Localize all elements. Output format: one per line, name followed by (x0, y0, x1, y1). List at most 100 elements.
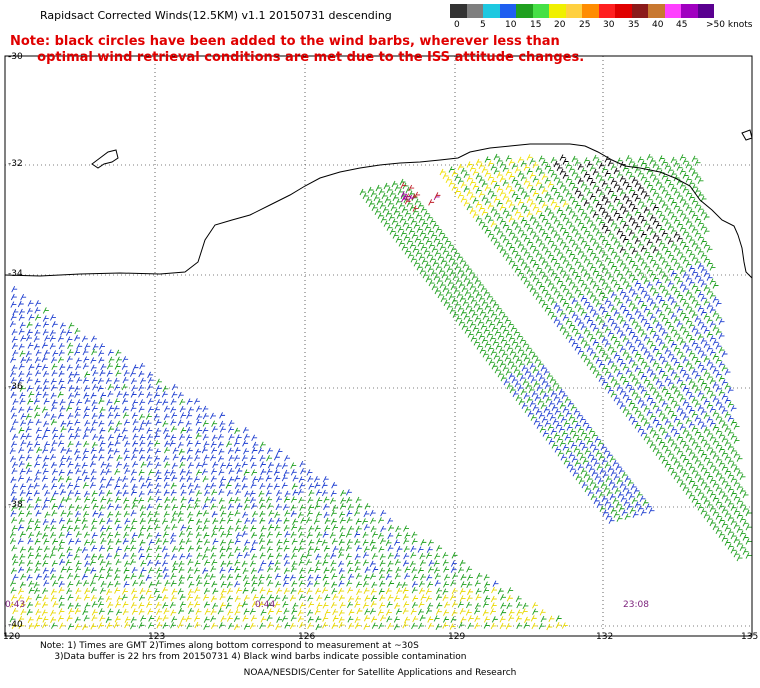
wind-barb (35, 384, 42, 392)
wind-barb (589, 193, 596, 200)
wind-barb (298, 531, 305, 539)
wind-barb (148, 539, 155, 546)
wind-barb (664, 177, 671, 184)
wind-barb (535, 222, 542, 230)
wind-barb (204, 608, 211, 615)
wind-barb (586, 175, 593, 182)
wind-barb (365, 196, 372, 204)
wind-barb (265, 475, 272, 482)
wind-barb (347, 503, 354, 511)
wind-barb (464, 289, 471, 297)
wind-barb (730, 518, 737, 526)
wind-barb (525, 345, 532, 352)
wind-barb (113, 621, 120, 629)
wind-barb (60, 455, 67, 462)
wind-barb (661, 386, 668, 393)
wind-barb (733, 465, 740, 473)
wind-barb (736, 512, 743, 519)
wind-barb (718, 389, 725, 396)
wind-barb (131, 566, 138, 574)
legend-label: >50 knots (706, 20, 753, 30)
wind-barb (419, 559, 426, 567)
wind-barb (422, 234, 429, 241)
wind-barb (547, 209, 554, 217)
wind-barb (682, 442, 689, 449)
wind-barb (562, 300, 569, 307)
wind-barb (379, 560, 386, 567)
wind-barb (457, 192, 464, 199)
wind-barb (132, 440, 138, 447)
wind-barb (235, 587, 242, 594)
wind-barb (100, 392, 107, 399)
wind-barb (379, 567, 386, 575)
legend-swatch (615, 4, 632, 18)
wind-barb (116, 433, 123, 440)
wind-barb (193, 398, 200, 405)
wind-barb (562, 257, 569, 265)
wind-barb (57, 440, 64, 447)
wind-barb (108, 356, 115, 363)
wind-barb (673, 259, 680, 267)
wind-barb (41, 342, 48, 349)
wind-barb (42, 307, 49, 314)
wind-barb (138, 447, 145, 454)
wind-barb (667, 223, 674, 231)
wind-barb (170, 580, 177, 587)
wind-barb (640, 217, 647, 224)
wind-barb (612, 497, 619, 505)
wind-barb (97, 385, 104, 392)
wind-barb (147, 406, 154, 413)
wind-barb (529, 271, 536, 279)
wind-barb (545, 396, 552, 404)
wind-barb (517, 227, 524, 235)
wind-barb (664, 461, 671, 468)
wind-barb (82, 482, 89, 489)
wind-barb (499, 616, 506, 623)
wind-barb (715, 328, 722, 336)
wind-barb (595, 229, 602, 237)
wind-barb (490, 220, 497, 228)
wind-barb (115, 601, 121, 608)
wind-barb (600, 444, 607, 451)
wind-barb (615, 463, 622, 471)
wind-barb (433, 615, 440, 622)
wind-barb (26, 496, 33, 503)
wind-barb (371, 553, 378, 560)
wind-barb (512, 390, 519, 398)
wind-barb (670, 241, 677, 249)
wind-barb (178, 607, 185, 615)
wind-barb (306, 558, 312, 566)
wind-barb (460, 271, 467, 279)
wind-barb (282, 594, 289, 602)
wind-barb (571, 283, 578, 291)
wind-barb (481, 180, 488, 188)
wind-barb (646, 182, 653, 189)
wind-barb (673, 316, 680, 324)
chart-title: Rapidsact Corrected Winds(12.5KM) v1.1 2… (40, 9, 392, 22)
wind-barb (586, 232, 593, 239)
wind-barb (177, 588, 184, 595)
wind-barb (35, 434, 42, 441)
wind-barb (462, 299, 469, 307)
wind-barb (574, 422, 581, 429)
wind-barb (370, 600, 377, 608)
wind-barb (679, 352, 686, 360)
wind-barb (628, 258, 635, 265)
wind-barb (676, 263, 683, 271)
wind-barb (90, 447, 97, 454)
wind-barb (631, 247, 638, 255)
wind-barb (292, 489, 299, 496)
wind-barb (107, 503, 114, 510)
wind-barb (593, 497, 600, 505)
wind-barb (643, 348, 650, 356)
wind-barb (10, 587, 17, 594)
wind-barb (616, 477, 623, 485)
wind-barb (664, 262, 671, 269)
wind-barb (508, 187, 515, 194)
wind-barb (691, 496, 698, 503)
wind-barb (495, 343, 502, 350)
wind-barb (105, 377, 112, 384)
wind-barb (610, 249, 617, 256)
wind-barb (19, 546, 26, 553)
wind-barb (91, 518, 98, 525)
